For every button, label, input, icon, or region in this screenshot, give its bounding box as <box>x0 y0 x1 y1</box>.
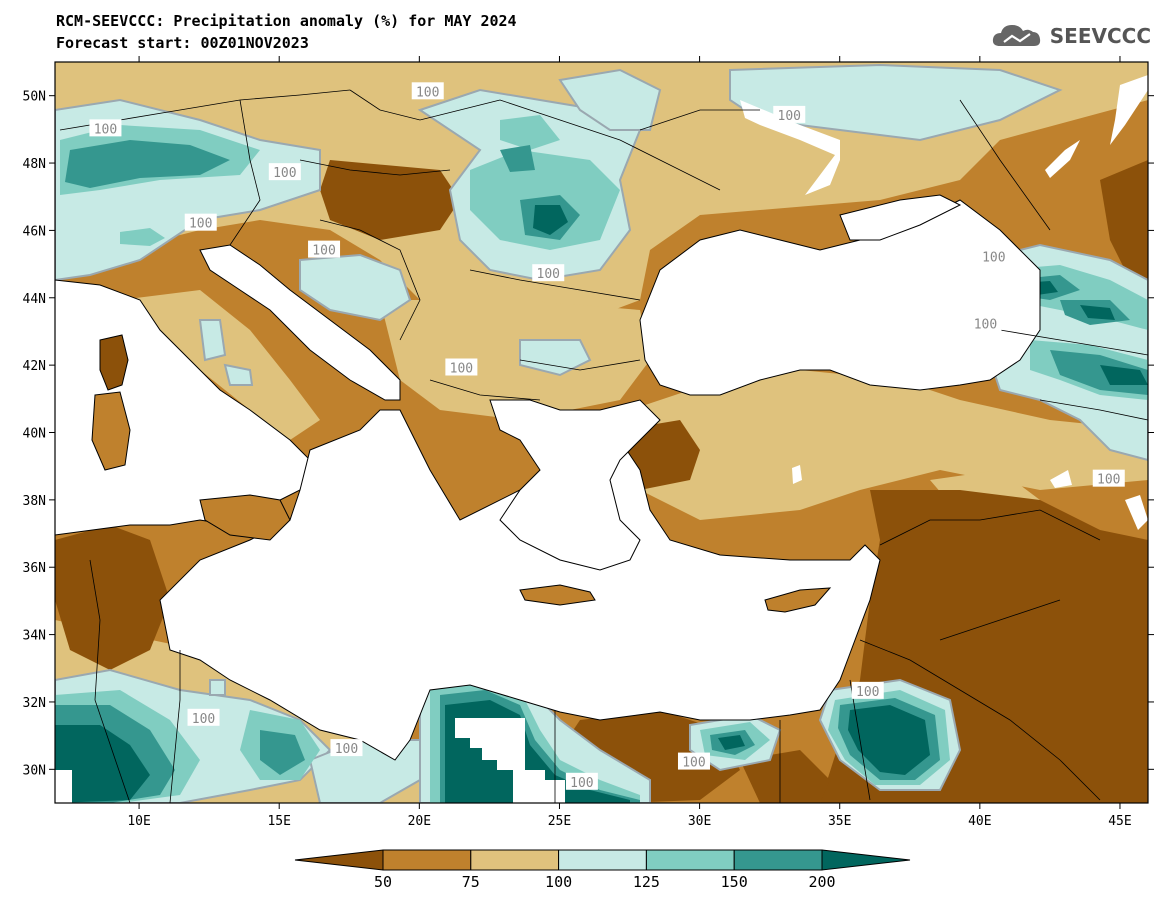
colorbar-label: 50 <box>374 873 392 891</box>
y-tick-label: 38N <box>23 494 46 509</box>
y-axis: 30N 32N 34N 36N 38N 40N 42N 44N 46N 48N 50N <box>23 90 1154 778</box>
contour-label-bg <box>184 213 217 231</box>
x-tick-label: 15E <box>267 814 290 829</box>
missing-data-blocks <box>55 75 1148 803</box>
x-tick-label: 10E <box>127 814 150 829</box>
contour-label: 100 <box>312 244 335 259</box>
contour-label-bg <box>969 314 1002 332</box>
colorbar-label: 150 <box>721 873 748 891</box>
colorbar-bin <box>470 849 560 871</box>
contour-label: 100 <box>570 776 593 791</box>
colorbar-label: 200 <box>808 873 835 891</box>
contour-label-bg <box>677 752 710 770</box>
contour-label: 100 <box>94 122 117 137</box>
contour-label: 100 <box>778 109 801 124</box>
y-tick-label: 30N <box>23 763 46 778</box>
contour-label: 100 <box>682 756 705 771</box>
y-tick-label: 44N <box>23 292 46 307</box>
y-tick-label: 32N <box>23 696 46 711</box>
contour-label: 100 <box>537 267 560 282</box>
y-tick-label: 42N <box>23 359 46 374</box>
contour-label: 100 <box>192 712 215 727</box>
contour-label: 100 <box>982 250 1005 265</box>
contour-label: 100 <box>273 166 296 181</box>
contour-label: 100 <box>974 318 997 333</box>
contour-label-bg <box>977 247 1010 265</box>
contour-label-bg <box>445 358 478 376</box>
x-tick-label: 20E <box>408 814 431 829</box>
logo-text: SEEVCCC <box>1049 24 1151 48</box>
colorbar-legend: 50 75 100 125 150 200 <box>294 849 911 891</box>
colorbar-bin <box>645 849 735 871</box>
x-tick-label: 45E <box>1108 814 1131 829</box>
x-tick-label: 25E <box>548 814 571 829</box>
contour-label: 100 <box>1097 473 1120 488</box>
islands <box>91 334 832 613</box>
y-tick-label: 40N <box>23 427 46 442</box>
y-tick-label: 36N <box>23 561 46 576</box>
colorbar-label: 75 <box>462 873 480 891</box>
contour-label-bg <box>330 739 363 757</box>
cloud-logo-icon <box>992 25 1040 46</box>
colorbar-low-arrow <box>294 849 384 871</box>
contour-label: 100 <box>335 742 358 757</box>
contour-label: 100 <box>856 685 879 700</box>
contour-label: 100 <box>416 85 439 100</box>
x-axis: 10E 15E 20E 25E 30E 35E 40E 45E <box>127 56 1132 829</box>
y-tick-label: 46N <box>23 224 46 239</box>
x-tick-label: 30E <box>688 814 711 829</box>
x-tick-label: 35E <box>828 814 851 829</box>
y-tick-label: 50N <box>23 90 46 105</box>
contour-label-bg <box>773 105 806 123</box>
anomaly-field <box>55 62 1148 803</box>
colorbar-bin <box>382 849 472 871</box>
contour-label-bg <box>565 772 598 790</box>
contour-label-bg <box>308 240 341 258</box>
seevccc-logo: SEEVCCC <box>990 20 1151 52</box>
contour-label-bg <box>268 163 301 181</box>
colorbar-label: 100 <box>545 873 572 891</box>
forecast-start-label: Forecast start: 00Z01NOV2023 <box>56 34 309 52</box>
colorbar-high-arrow <box>821 849 911 871</box>
contour-label-bg <box>532 264 565 282</box>
contour-label-bg <box>851 681 884 699</box>
sea-mask <box>55 194 1041 761</box>
colorbar-bin <box>558 849 647 871</box>
contour-label: 100 <box>189 217 212 232</box>
contour-label-bg <box>411 82 444 100</box>
contour-labels: 100 100 100 100 100 100 100 100 100 100 100 100 100 1… <box>89 82 1125 791</box>
y-tick-label: 34N <box>23 629 46 644</box>
x-tick-label: 40E <box>968 814 991 829</box>
contour-label-bg <box>187 708 220 726</box>
contour-label-bg <box>1092 469 1125 487</box>
contour-label-bg <box>89 119 122 137</box>
contour-label: 100 <box>450 362 473 377</box>
map-title: RCM-SEEVCCC: Precipitation anomaly (%) f… <box>56 12 517 30</box>
y-tick-label: 48N <box>23 157 46 172</box>
colorbar-bin <box>733 849 823 871</box>
colorbar-label: 125 <box>633 873 660 891</box>
